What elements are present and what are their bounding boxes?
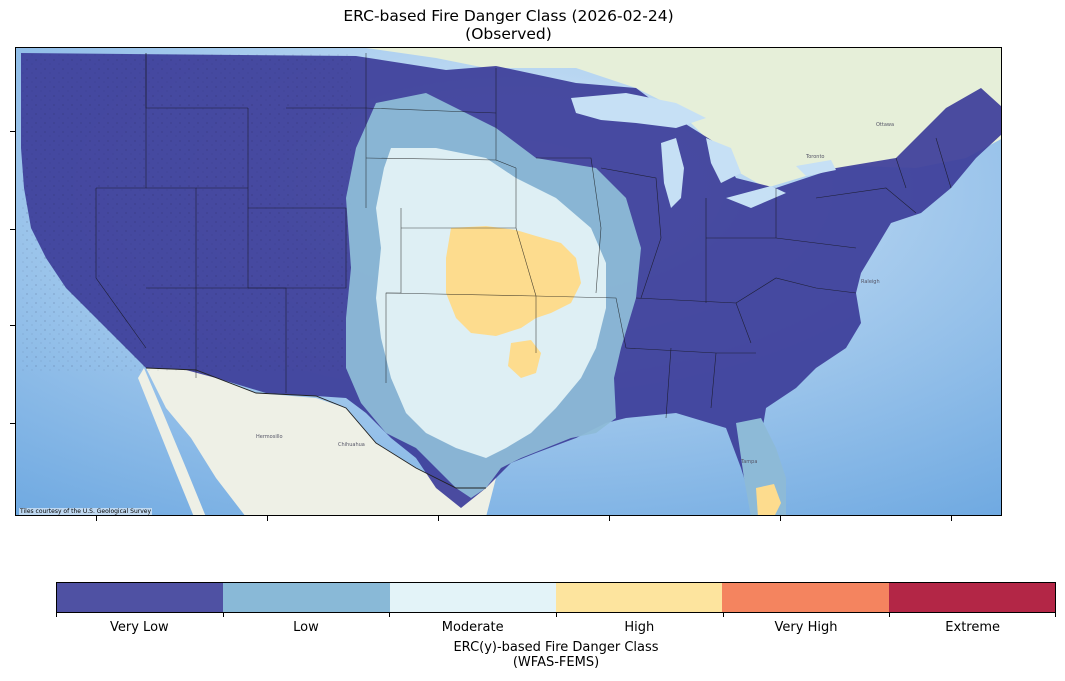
x-tick: [609, 516, 610, 521]
colorbar-tick: [722, 613, 724, 617]
svg-text:Toronto: Toronto: [805, 154, 824, 160]
y-tick: [10, 423, 15, 424]
lake-ontario: [796, 160, 836, 176]
map-canvas: Hermosillo Chihuahua Ottawa Toronto Rale…: [16, 48, 1001, 515]
station-dots-west: [21, 53, 351, 373]
colorbar-label: Low: [293, 620, 319, 635]
lake-erie: [726, 186, 786, 208]
y-tick: [10, 325, 15, 326]
y-tick: [10, 131, 15, 132]
colorbar-legend: [56, 582, 1056, 613]
x-tick: [96, 516, 97, 521]
fire-danger-map[interactable]: Hermosillo Chihuahua Ottawa Toronto Rale…: [15, 47, 1002, 516]
colorbar-title-line-2: (WFAS-FEMS): [512, 655, 600, 670]
colorbar-segment: [555, 583, 723, 612]
lake-michigan: [661, 138, 684, 208]
title-line-2: (Observed): [465, 25, 552, 43]
high-region-plains: [446, 226, 581, 336]
colorbar-label: Moderate: [441, 620, 504, 635]
x-tick: [951, 516, 952, 521]
colorbar-tick: [56, 613, 57, 617]
x-tick: [267, 516, 268, 521]
colorbar-tick: [222, 613, 224, 617]
title-line-1: ERC-based Fire Danger Class (2026-02-24): [343, 7, 674, 25]
map-attribution: Tiles courtesy of the U.S. Geological Su…: [19, 508, 153, 515]
lake-huron: [706, 138, 741, 183]
colorbar-label: Extreme: [945, 620, 1001, 635]
colorbar-label: Very High: [774, 620, 838, 635]
colorbar-tick: [389, 613, 391, 617]
colorbar-tick: [889, 613, 891, 617]
mexico-land: [146, 368, 496, 515]
chart-title: ERC-based Fire Danger Class (2026-02-24)…: [0, 7, 1017, 43]
colorbar-segment: [57, 583, 224, 612]
colorbar-segment: [722, 583, 889, 612]
high-region-east-texas: [508, 340, 541, 378]
x-tick: [780, 516, 781, 521]
us-mexico-border: [145, 367, 486, 489]
canada-land: [366, 48, 1001, 188]
svg-text:Raleigh: Raleigh: [861, 279, 880, 285]
lake-superior: [571, 93, 706, 128]
colorbar-label: Very Low: [110, 620, 169, 635]
colorbar-title-line-1: ERC(y)-based Fire Danger Class: [453, 640, 659, 655]
colorbar-segment: [888, 583, 1055, 612]
colorbar-label: High: [624, 620, 655, 635]
y-tick: [10, 229, 15, 230]
colorbar-title: ERC(y)-based Fire Danger Class (WFAS-FEM…: [56, 640, 1056, 670]
map-basemap-labels: Hermosillo Chihuahua Ottawa Toronto Rale…: [256, 122, 894, 465]
colorbar-tick: [556, 613, 557, 617]
x-tick: [438, 516, 439, 521]
svg-text:Hermosillo: Hermosillo: [256, 434, 283, 440]
high-region-south-florida: [756, 484, 781, 515]
svg-text:Tampa: Tampa: [740, 459, 757, 465]
svg-text:Chihuahua: Chihuahua: [338, 442, 365, 448]
colorbar-segment: [223, 583, 390, 612]
baja-peninsula: [138, 368, 206, 515]
svg-text:Ottawa: Ottawa: [876, 122, 894, 128]
colorbar-segment: [389, 583, 556, 612]
colorbar-tick: [1055, 613, 1056, 617]
state-borders: [95, 53, 952, 419]
